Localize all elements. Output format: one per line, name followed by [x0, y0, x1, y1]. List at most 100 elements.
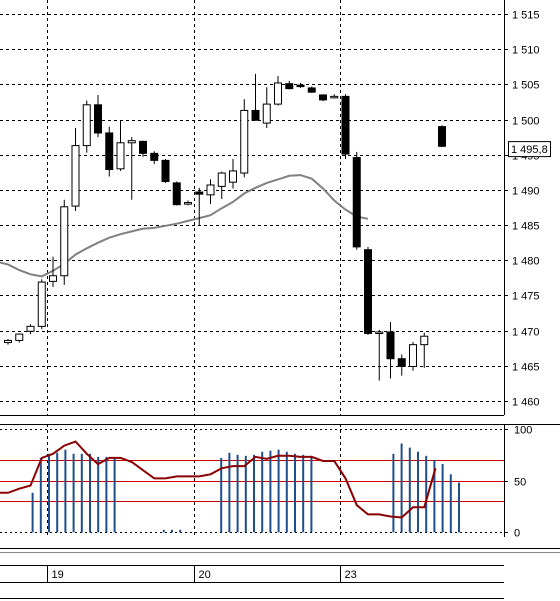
oscillator-bar	[400, 443, 403, 533]
oscillator-bar	[294, 453, 296, 533]
candle-body	[438, 126, 446, 147]
candle-body	[251, 109, 260, 121]
candle-body	[82, 104, 91, 147]
candle-body	[116, 142, 125, 170]
candle-body	[49, 275, 57, 282]
candle-body	[161, 159, 170, 182]
candle	[217, 171, 226, 200]
candle	[71, 128, 80, 212]
candle-body	[4, 339, 12, 344]
candle-body	[15, 333, 24, 341]
oscillator-bar	[56, 452, 59, 533]
candle	[127, 137, 136, 200]
candle	[4, 339, 12, 345]
candle	[229, 158, 237, 189]
candle-body	[341, 95, 350, 155]
oscillator-bar	[64, 449, 67, 533]
candle-body	[150, 152, 159, 161]
candle	[352, 151, 361, 250]
candle-body	[397, 358, 406, 367]
candle	[139, 140, 147, 157]
price-tick-label: 1 505	[512, 80, 540, 92]
oscillator-bar	[236, 454, 239, 533]
candle	[296, 83, 305, 88]
candle	[161, 158, 170, 183]
candle-body	[330, 95, 339, 99]
candle-body	[206, 184, 215, 196]
price-tick-label: 1 480	[512, 256, 540, 268]
oscillator-bar	[449, 474, 452, 533]
candle-body	[319, 94, 327, 101]
oscillator-bar	[162, 529, 165, 533]
price-tick-label: 1 475	[512, 291, 540, 303]
candle	[409, 341, 417, 371]
oscillator-bar	[31, 492, 34, 533]
candle	[251, 73, 260, 121]
oscillator-bar	[228, 452, 231, 533]
last-price-box	[508, 141, 551, 158]
oscillator-tick-label: 50	[514, 477, 526, 489]
candle	[60, 199, 69, 285]
oscillator-bar	[80, 453, 83, 533]
oscillator-line	[0, 440, 437, 519]
candle-body	[352, 157, 361, 248]
candle	[15, 333, 24, 343]
candle	[94, 94, 102, 138]
candle-body	[94, 104, 102, 134]
time-axis: 19 20 23	[0, 548, 560, 599]
candle	[438, 125, 446, 148]
oscillator-bar	[310, 455, 313, 533]
oscillator-bar	[171, 529, 173, 533]
candle-body	[262, 103, 271, 124]
candle	[26, 324, 35, 335]
candle	[116, 120, 125, 171]
candle	[274, 75, 282, 106]
oscillator-bar	[392, 453, 395, 533]
oscillator-bar	[179, 529, 182, 533]
oscillator-bar	[433, 459, 436, 533]
candle-body	[240, 109, 249, 174]
candle	[150, 151, 159, 164]
candle	[420, 332, 429, 368]
price-tick-label: 1 470	[512, 327, 540, 339]
candle-body	[217, 172, 226, 187]
candle-body	[139, 140, 147, 154]
oscillator-bar	[285, 451, 288, 533]
oscillator-bar	[105, 456, 108, 533]
candle-body	[172, 182, 181, 206]
candle-body	[26, 325, 35, 332]
candle-body	[195, 191, 204, 195]
candle	[37, 279, 46, 330]
candle	[285, 80, 294, 90]
candle	[307, 86, 316, 93]
time-tick-label: 23	[345, 569, 357, 581]
oscillator-bar	[72, 453, 75, 533]
candle-body	[285, 83, 294, 90]
candle	[330, 94, 339, 99]
oscillator-bar	[277, 449, 280, 533]
candle	[240, 99, 249, 178]
candle	[386, 322, 395, 379]
candle	[82, 100, 91, 153]
candle-body	[386, 331, 395, 360]
oscillator-tick-label: 0	[514, 528, 520, 540]
candle	[184, 200, 192, 206]
oscillator-bar	[97, 456, 100, 533]
time-tick-label: 20	[199, 569, 211, 581]
candle	[364, 246, 372, 335]
price-tick-label: 1 460	[512, 397, 540, 409]
candle	[341, 94, 350, 159]
oscillator-bar	[253, 454, 255, 533]
oscillator-bar	[244, 455, 247, 533]
oscillator-bar	[269, 450, 272, 533]
candle	[105, 126, 114, 177]
price-tick-label: 1 510	[512, 45, 540, 57]
oscillator-bar	[425, 455, 428, 533]
candle-body	[60, 206, 69, 277]
candle	[206, 179, 215, 204]
candle	[195, 187, 204, 226]
candle-body	[71, 145, 80, 207]
oscillator-tick-label: 100	[514, 425, 532, 437]
last-price-label: 1 495,8	[511, 144, 548, 156]
candle-body	[364, 249, 372, 334]
